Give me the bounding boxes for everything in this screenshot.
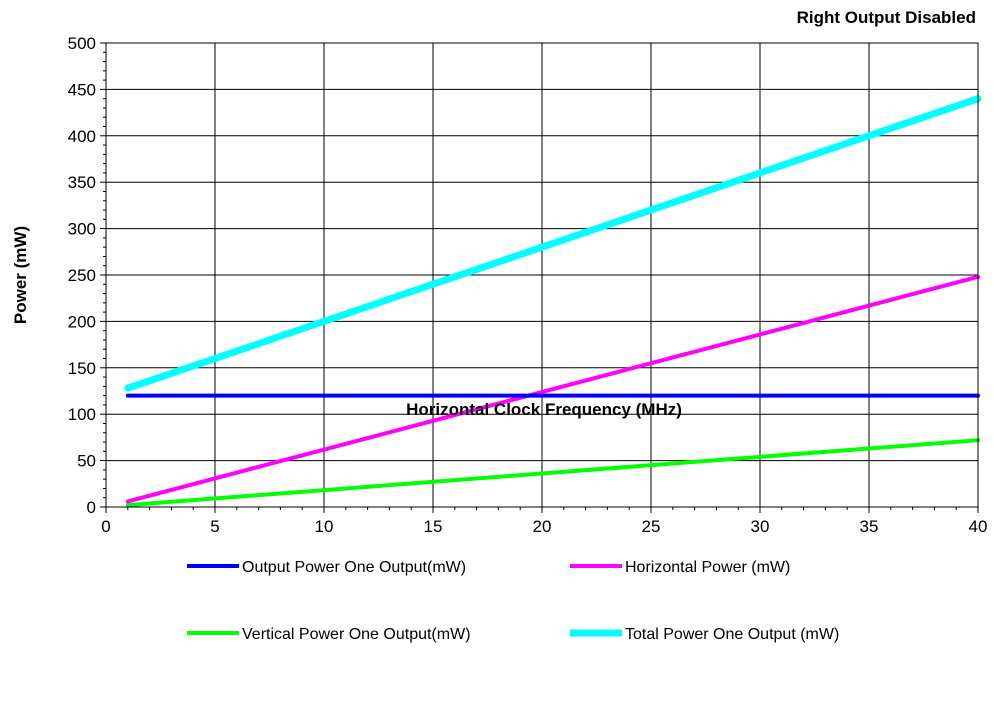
y-tick-label: 350 — [68, 173, 96, 192]
x-tick-label: 20 — [533, 517, 552, 536]
x-tick-label: 35 — [860, 517, 879, 536]
y-tick-label: 100 — [68, 405, 96, 424]
y-tick-label: 200 — [68, 312, 96, 331]
x-tick-label: 0 — [101, 517, 110, 536]
x-tick-label: 25 — [642, 517, 661, 536]
y-tick-label: 300 — [68, 220, 96, 239]
legend-label: Output Power One Output(mW) — [242, 559, 466, 576]
legend-item-3: Total Power One Output (mW) — [570, 626, 839, 643]
grid — [106, 43, 978, 507]
series-lines — [124, 95, 982, 508]
x-tick-label: 40 — [969, 517, 988, 536]
y-tick-label: 50 — [77, 452, 96, 471]
y-tick-label: 150 — [68, 359, 96, 378]
y-tick-label: 0 — [87, 498, 96, 517]
y-axis-title: Power (mW) — [11, 226, 30, 324]
series-line-1 — [125, 274, 980, 504]
y-tick-label: 500 — [68, 34, 96, 53]
legend-item-0: Output Power One Output(mW) — [187, 559, 466, 576]
chart-title: Right Output Disabled — [797, 8, 976, 27]
legend-item-1: Horizontal Power (mW) — [570, 559, 790, 576]
y-tick-label: 400 — [68, 127, 96, 146]
x-tick-label: 10 — [315, 517, 334, 536]
x-tick-label: 15 — [424, 517, 443, 536]
x-tick-label: 30 — [751, 517, 770, 536]
legend-label: Total Power One Output (mW) — [625, 626, 839, 643]
series-line-3 — [124, 95, 982, 392]
legend: Output Power One Output(mW) Horizontal Po… — [187, 559, 839, 643]
legend-item-2: Vertical Power One Output(mW) — [187, 626, 471, 643]
legend-label: Vertical Power One Output(mW) — [242, 626, 471, 643]
axes: 0 50 100 150 200 250 300 350 400 450 500 0 5 10 15 20 25… — [68, 34, 988, 536]
series-line-2 — [125, 438, 980, 508]
legend-label: Horizontal Power (mW) — [625, 559, 790, 576]
x-axis-title: Horizontal Clock Frequency (MHz) — [406, 400, 682, 419]
y-tick-label: 250 — [68, 266, 96, 285]
y-tick-label: 450 — [68, 80, 96, 99]
x-tick-label: 5 — [210, 517, 219, 536]
